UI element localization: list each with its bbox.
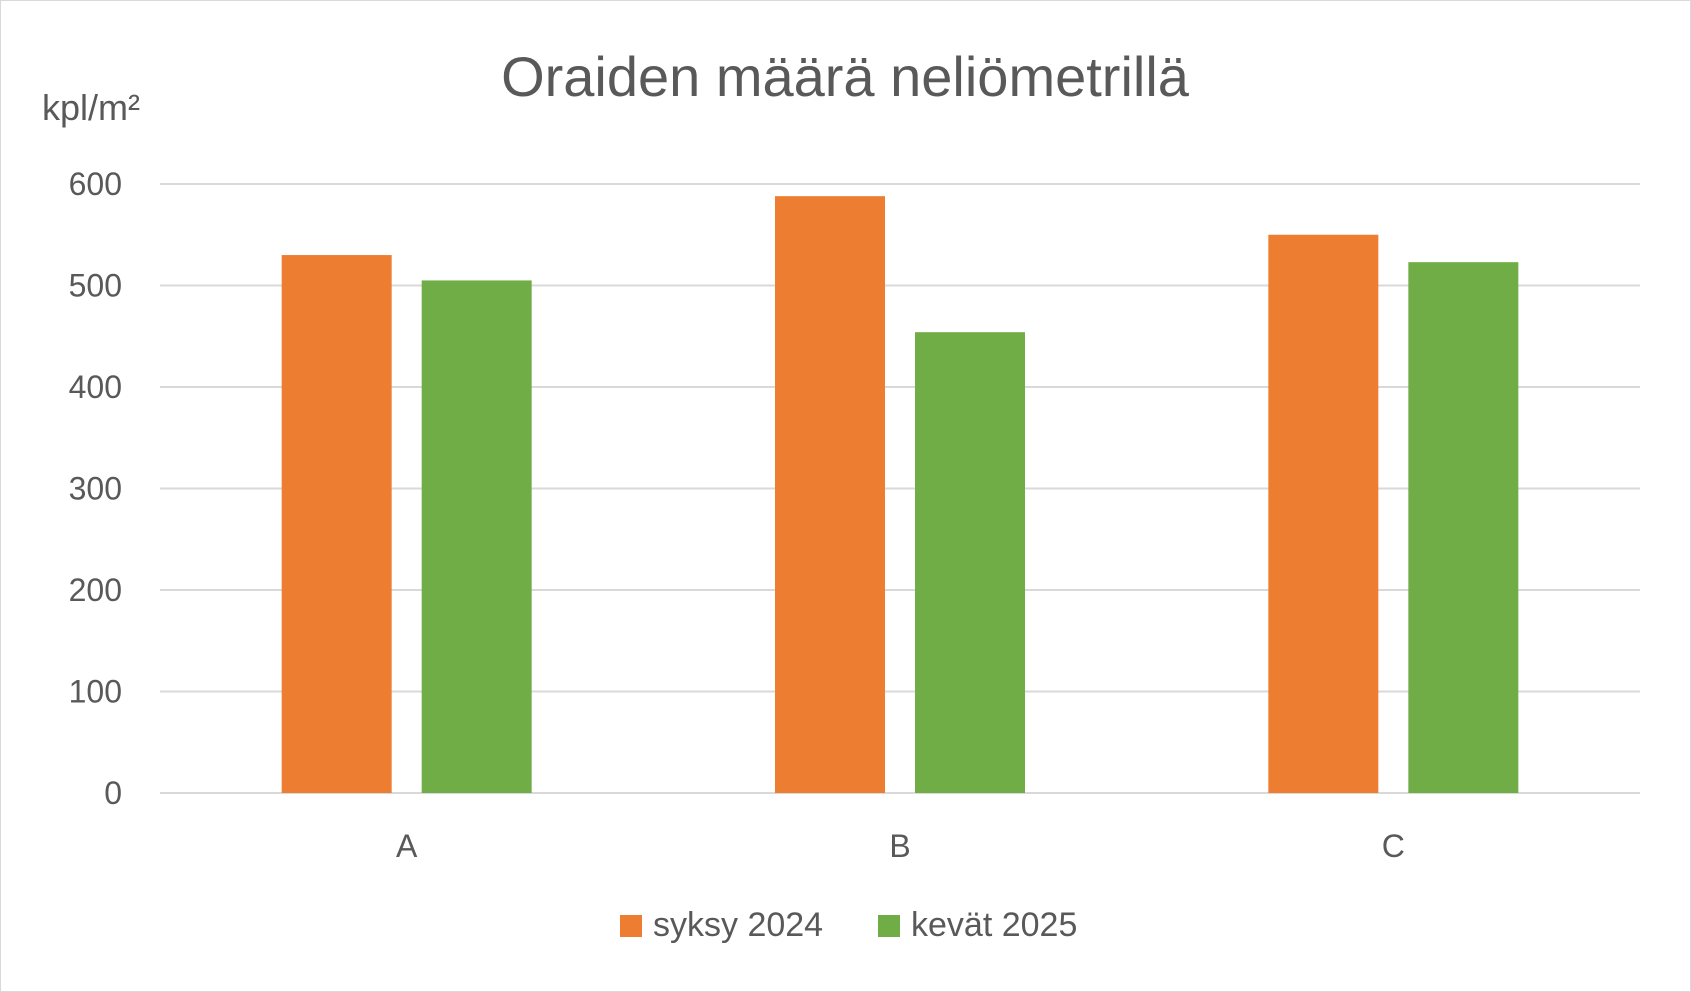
y-tick-label: 200 — [69, 572, 122, 608]
y-axis-unit-label: kpl/m² — [42, 87, 140, 128]
legend: syksy 2024 kevät 2025 — [620, 906, 1077, 944]
gridlines — [160, 183, 1640, 794]
x-tick-label: C — [1382, 828, 1405, 864]
y-tick-label: 600 — [69, 166, 122, 202]
y-tick-label: 100 — [69, 674, 122, 710]
bar-B-series-1 — [775, 196, 885, 793]
bar-A-series-1 — [281, 255, 392, 794]
y-tick-label: 400 — [69, 369, 122, 405]
x-axis-ticks: A B C — [396, 828, 1405, 864]
y-tick-label: 0 — [104, 775, 122, 811]
y-tick-label: 500 — [69, 268, 122, 304]
bars — [281, 196, 1519, 794]
x-tick-label: A — [396, 828, 418, 864]
legend-swatch — [878, 915, 900, 937]
y-tick-label: 300 — [69, 471, 122, 507]
legend-swatch — [620, 915, 642, 937]
bar-A-series-2 — [421, 280, 532, 793]
bar-B-series-2 — [915, 332, 1025, 793]
legend-label: syksy 2024 — [653, 906, 823, 944]
legend-label: kevät 2025 — [911, 906, 1077, 944]
chart-title: Oraiden määrä neliömetrillä — [501, 45, 1190, 108]
x-tick-label: B — [889, 828, 910, 864]
bar-C-series-2 — [1408, 262, 1519, 793]
bar-C-series-1 — [1268, 234, 1379, 793]
y-axis-ticks: 0 100 200 300 400 500 600 — [69, 166, 122, 811]
